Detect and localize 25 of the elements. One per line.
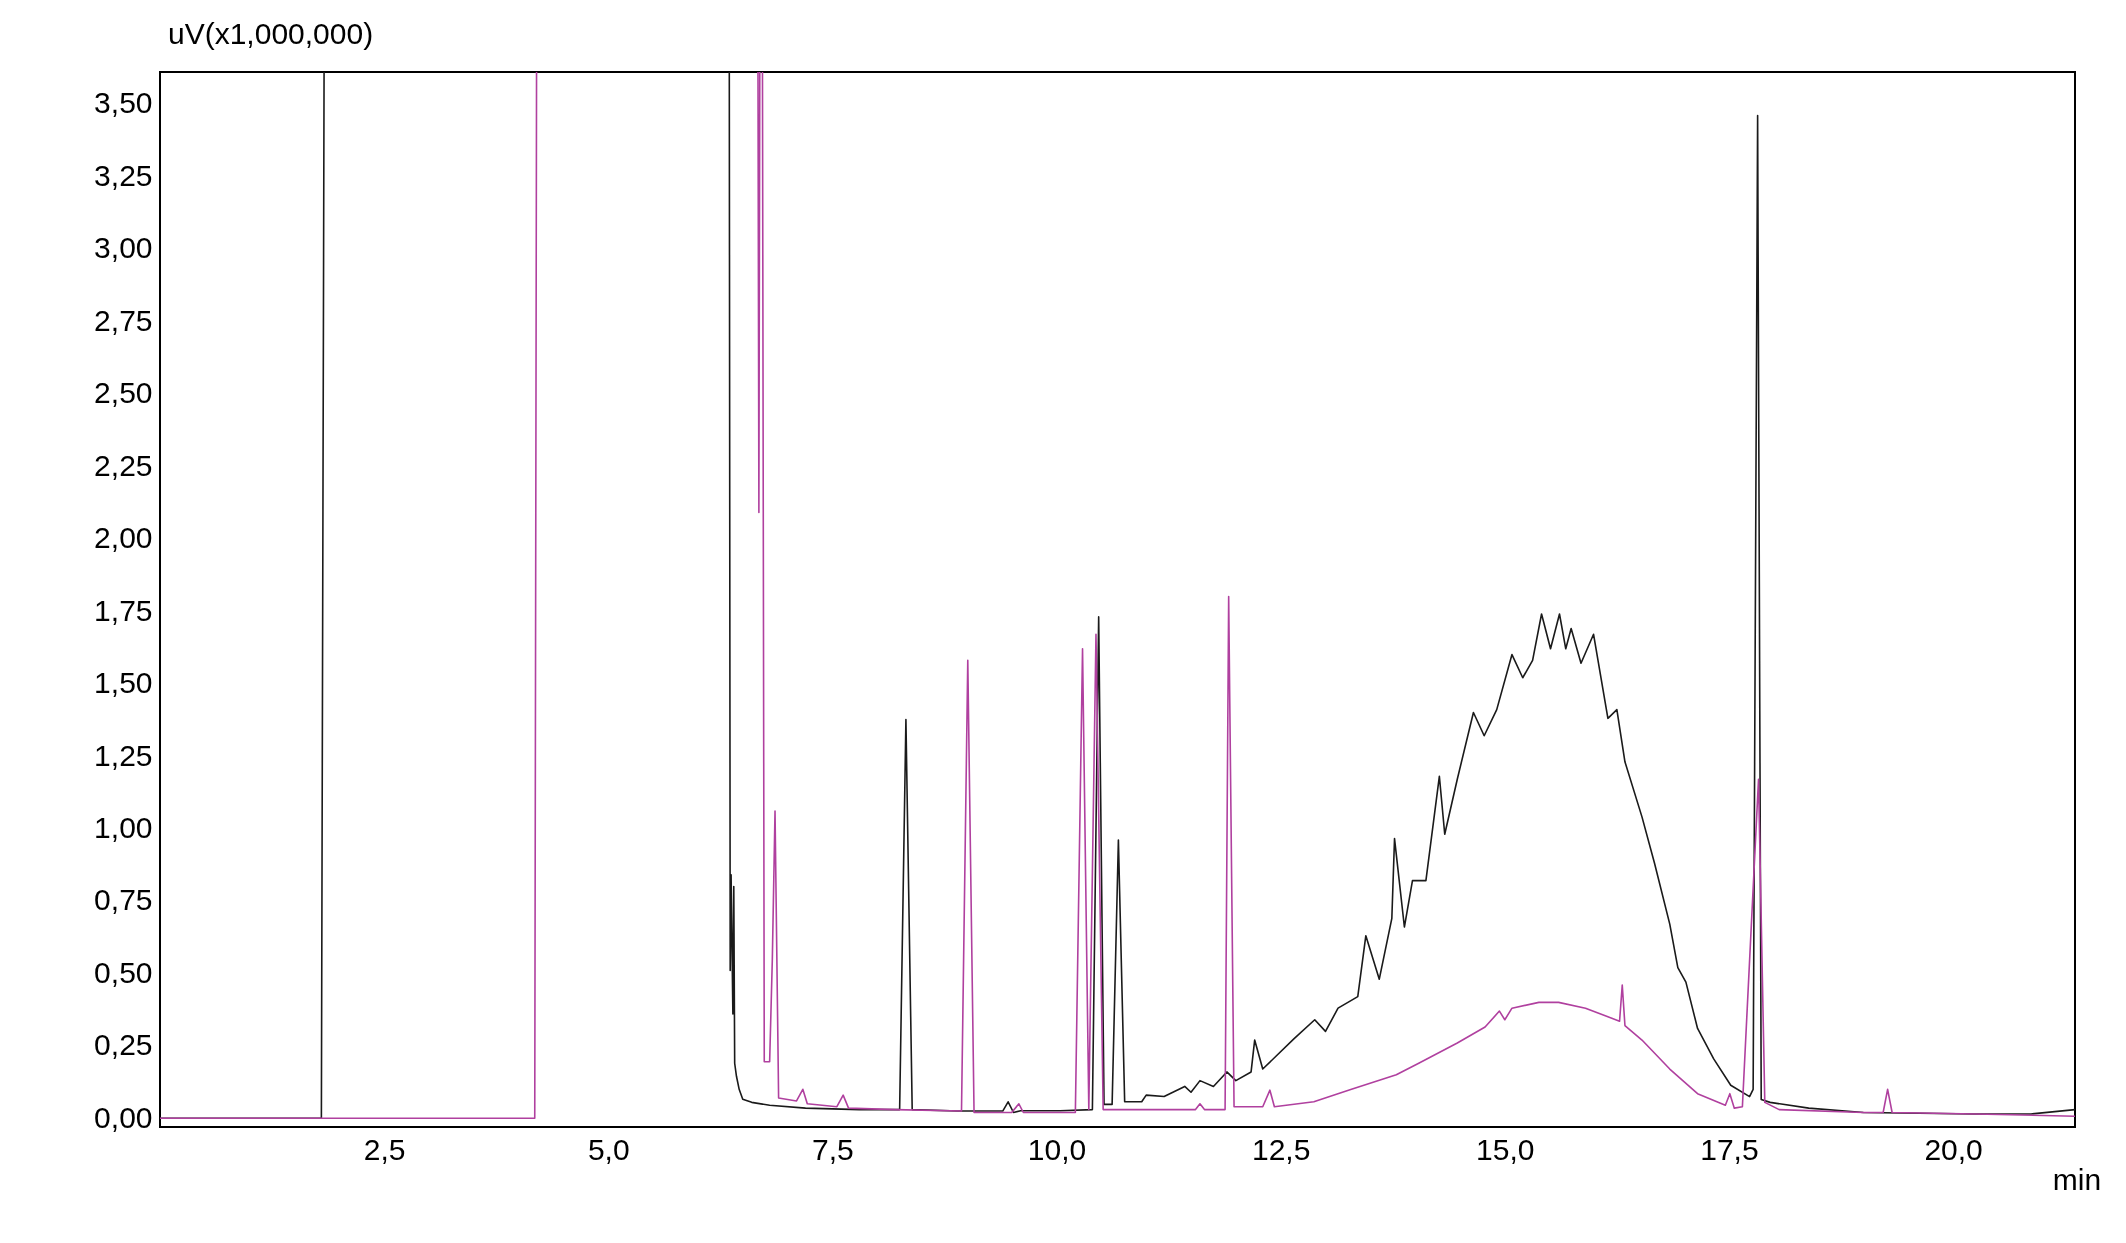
x-axis-title: min xyxy=(2052,1163,2102,1196)
x-tick-label: 7,5 xyxy=(812,1132,854,1166)
y-tick-label: 1,50 xyxy=(94,666,153,700)
y-tick-label: 2,75 xyxy=(94,303,153,337)
y-tick-label: 1,25 xyxy=(94,738,153,772)
y-axis-title: uV(x1,000,000) xyxy=(168,17,374,50)
y-tick-label: 0,25 xyxy=(94,1028,153,1062)
x-tick-label: 15,0 xyxy=(1476,1132,1535,1166)
y-tick-label: 2,50 xyxy=(94,376,153,410)
y-tick-label: 1,75 xyxy=(94,593,153,627)
x-tick-label: 17,5 xyxy=(1700,1132,1759,1166)
y-tick-label: 0,00 xyxy=(94,1100,153,1134)
x-tick-label: 20,0 xyxy=(1924,1132,1983,1166)
y-tick-label: 3,50 xyxy=(94,86,153,120)
y-tick-label: 3,25 xyxy=(94,158,153,192)
y-tick-label: 2,25 xyxy=(94,448,153,482)
y-tick-label: 0,50 xyxy=(94,955,153,989)
y-tick-label: 0,75 xyxy=(94,883,153,917)
x-tick-label: 12,5 xyxy=(1251,1132,1311,1166)
y-tick-label: 3,00 xyxy=(94,231,153,265)
x-tick-label: 5,0 xyxy=(587,1132,630,1166)
x-tick-label: 10,0 xyxy=(1027,1132,1087,1166)
x-tick-label: 2,5 xyxy=(363,1132,406,1166)
y-tick-label: 2,00 xyxy=(94,521,153,555)
y-tick-label: 1,00 xyxy=(94,810,153,844)
